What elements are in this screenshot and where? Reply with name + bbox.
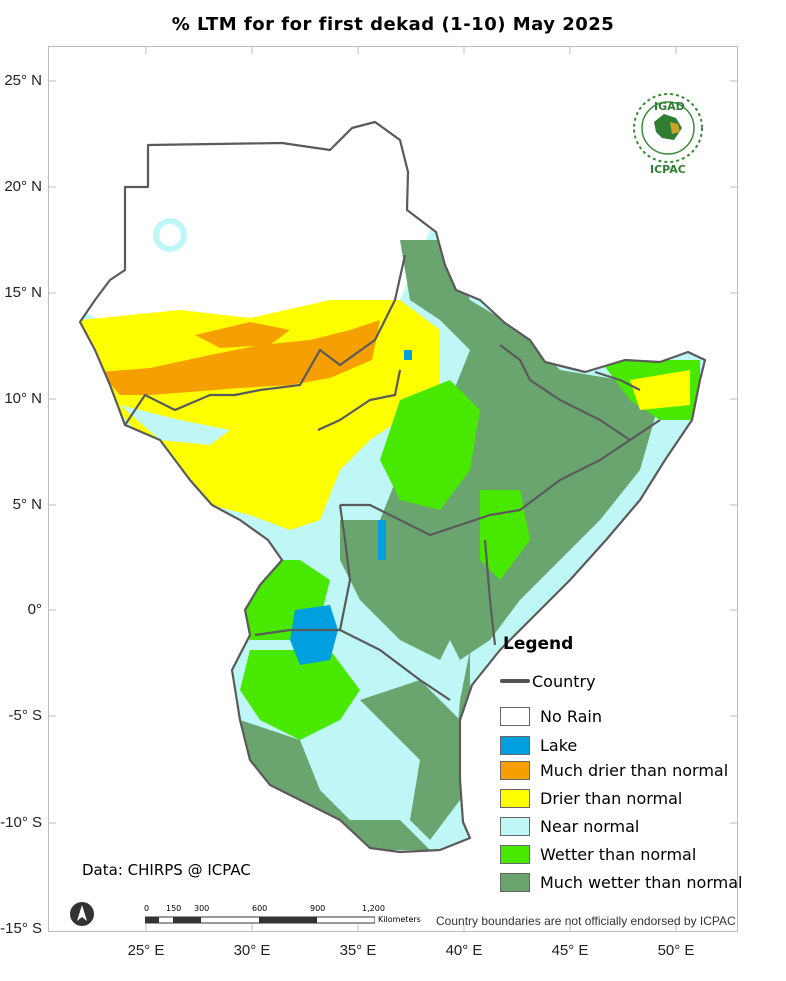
logo-top-text: IGAD: [654, 100, 685, 113]
logo-bottom-text: ICPAC: [650, 163, 686, 176]
country-borders: [78, 120, 707, 854]
legend-label: Wetter than normal: [540, 844, 697, 864]
legend-country: Country: [500, 670, 596, 692]
data-source: Data: CHIRPS @ ICPAC: [82, 861, 251, 879]
lat-label: 0°: [27, 601, 42, 618]
igad-logo: [633, 93, 703, 163]
lon-label: 35° E: [339, 942, 377, 959]
scale-tick: 1,200: [362, 904, 385, 913]
lon-label: 25° E: [127, 942, 165, 959]
legend-label: Near normal: [540, 816, 640, 836]
legend-item: Near normal: [500, 815, 639, 837]
lon-label: 50° E: [657, 942, 695, 959]
legend-title: Legend: [503, 634, 574, 654]
lon-label: 30° E: [233, 942, 271, 959]
legend-swatch: [500, 735, 530, 755]
lat-label: 10° N: [4, 390, 42, 407]
scale-unit: Kilometers: [378, 915, 421, 924]
legend-swatch: [500, 760, 530, 780]
legend-item: No Rain: [500, 705, 602, 727]
lat-label: -5° S: [8, 707, 42, 724]
legend-item: Much wetter than normal: [500, 871, 742, 893]
lat-label: 25° N: [4, 72, 42, 89]
disclaimer: Country boundaries are not officially en…: [436, 914, 736, 928]
lat-label: 20° N: [4, 178, 42, 195]
scale-tick: 300: [194, 904, 210, 913]
legend-item: Much drier than normal: [500, 759, 728, 781]
map-frame: [48, 46, 738, 932]
country-line-swatch: [500, 679, 530, 683]
legend-swatch: [500, 816, 530, 836]
north-arrow-icon: [70, 902, 94, 926]
legend-label: Much drier than normal: [540, 760, 729, 780]
scale-tick: 600: [252, 904, 268, 913]
legend-item: Lake: [500, 734, 577, 756]
lon-label: 45° E: [551, 942, 589, 959]
legend-swatch: [500, 844, 530, 864]
legend-label: Lake: [540, 735, 578, 755]
map-title: % LTM for for first dekad (1-10) May 202…: [171, 14, 615, 35]
legend-item: Wetter than normal: [500, 843, 696, 865]
lat-label: 5° N: [12, 496, 42, 513]
lat-label: -10° S: [0, 814, 42, 831]
legend-label: Much wetter than normal: [540, 872, 743, 892]
scale-tick: 900: [310, 904, 326, 913]
scale-bar: [145, 916, 375, 924]
legend-country-label: Country: [532, 671, 596, 691]
legend-swatch: [500, 872, 530, 892]
legend-swatch: [500, 788, 530, 808]
legend-label: No Rain: [540, 706, 602, 726]
legend-label: Drier than normal: [540, 788, 683, 808]
lon-label: 40° E: [445, 942, 483, 959]
lat-label: 15° N: [4, 284, 42, 301]
legend-swatch: [500, 706, 530, 726]
scale-tick: 0: [144, 904, 150, 913]
legend-item: Drier than normal: [500, 787, 682, 809]
lat-label: -15° S: [0, 920, 42, 937]
scale-tick: 150: [166, 904, 182, 913]
graticule-ticks: [48, 46, 738, 932]
